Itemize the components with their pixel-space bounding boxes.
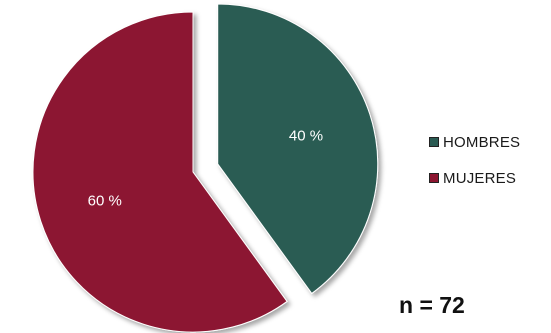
slice-value-label-hombres: 40 % — [289, 127, 323, 144]
legend-item-mujeres: MUJERES — [429, 169, 520, 187]
legend-label-mujeres: MUJERES — [443, 169, 517, 187]
legend-label-hombres: HOMBRES — [443, 133, 521, 151]
legend-swatch-hombres — [429, 137, 439, 147]
pie-slice-mujeres — [32, 11, 288, 333]
legend-item-hombres: HOMBRES — [429, 133, 521, 151]
legend: HOMBRES MUJERES — [429, 134, 520, 206]
sample-size-annotation: n = 72 — [399, 292, 465, 318]
legend-swatch-mujeres — [429, 173, 439, 183]
pie-slice-hombres — [217, 3, 379, 295]
slice-value-label-mujeres: 60 % — [88, 193, 122, 210]
